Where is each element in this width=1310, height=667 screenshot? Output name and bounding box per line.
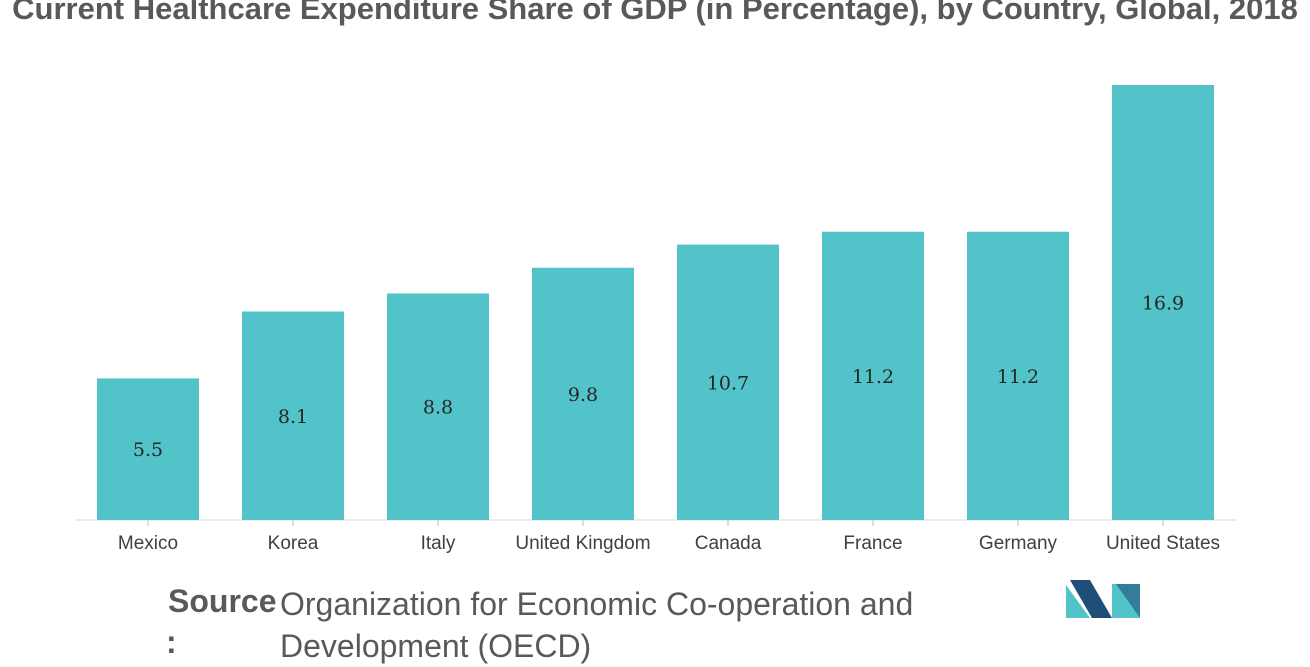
bar-mexico — [97, 378, 199, 520]
bar-united-states — [1112, 85, 1214, 520]
bar-canada — [677, 244, 779, 520]
data-label: 8.8 — [423, 397, 453, 419]
x-tick-label: France — [843, 533, 902, 554]
data-label: 16.9 — [1142, 293, 1184, 315]
x-tick-label: United Kingdom — [515, 533, 650, 554]
x-tick-label: Germany — [979, 533, 1058, 554]
data-label: 5.5 — [133, 439, 163, 461]
bar-italy — [387, 293, 489, 520]
x-tick-label: Mexico — [118, 533, 178, 554]
logo-right-cut — [1116, 584, 1140, 618]
bar-united-kingdom — [532, 267, 634, 520]
logo-middle-shape — [1070, 580, 1112, 618]
x-tick-label: Canada — [695, 533, 762, 554]
source-label: Source — [168, 583, 277, 619]
data-label: 11.2 — [852, 366, 894, 388]
bar-germany — [967, 231, 1069, 520]
x-tick-label: Italy — [421, 533, 456, 554]
chart-title: Current Healthcare Expenditure Share of … — [12, 0, 1298, 26]
x-tick-label: Korea — [268, 533, 319, 554]
data-label: 10.7 — [707, 372, 749, 394]
data-label: 9.8 — [568, 384, 598, 406]
source-colon: : — [166, 624, 177, 660]
data-label: 8.1 — [278, 406, 308, 428]
bar-korea — [242, 311, 344, 520]
bar-france — [822, 231, 924, 520]
logo-left-shape — [1066, 585, 1090, 618]
data-label: 11.2 — [997, 366, 1039, 388]
bar-chart: 5.5 Mexico 8.1 Korea 8.8 Italy 9.8 United Kingd… — [75, 85, 1236, 554]
x-tick-label: United States — [1106, 533, 1220, 554]
mordor-logo-icon — [1066, 580, 1140, 618]
source-text: Organization for Economic Co-operation a… — [280, 586, 914, 664]
